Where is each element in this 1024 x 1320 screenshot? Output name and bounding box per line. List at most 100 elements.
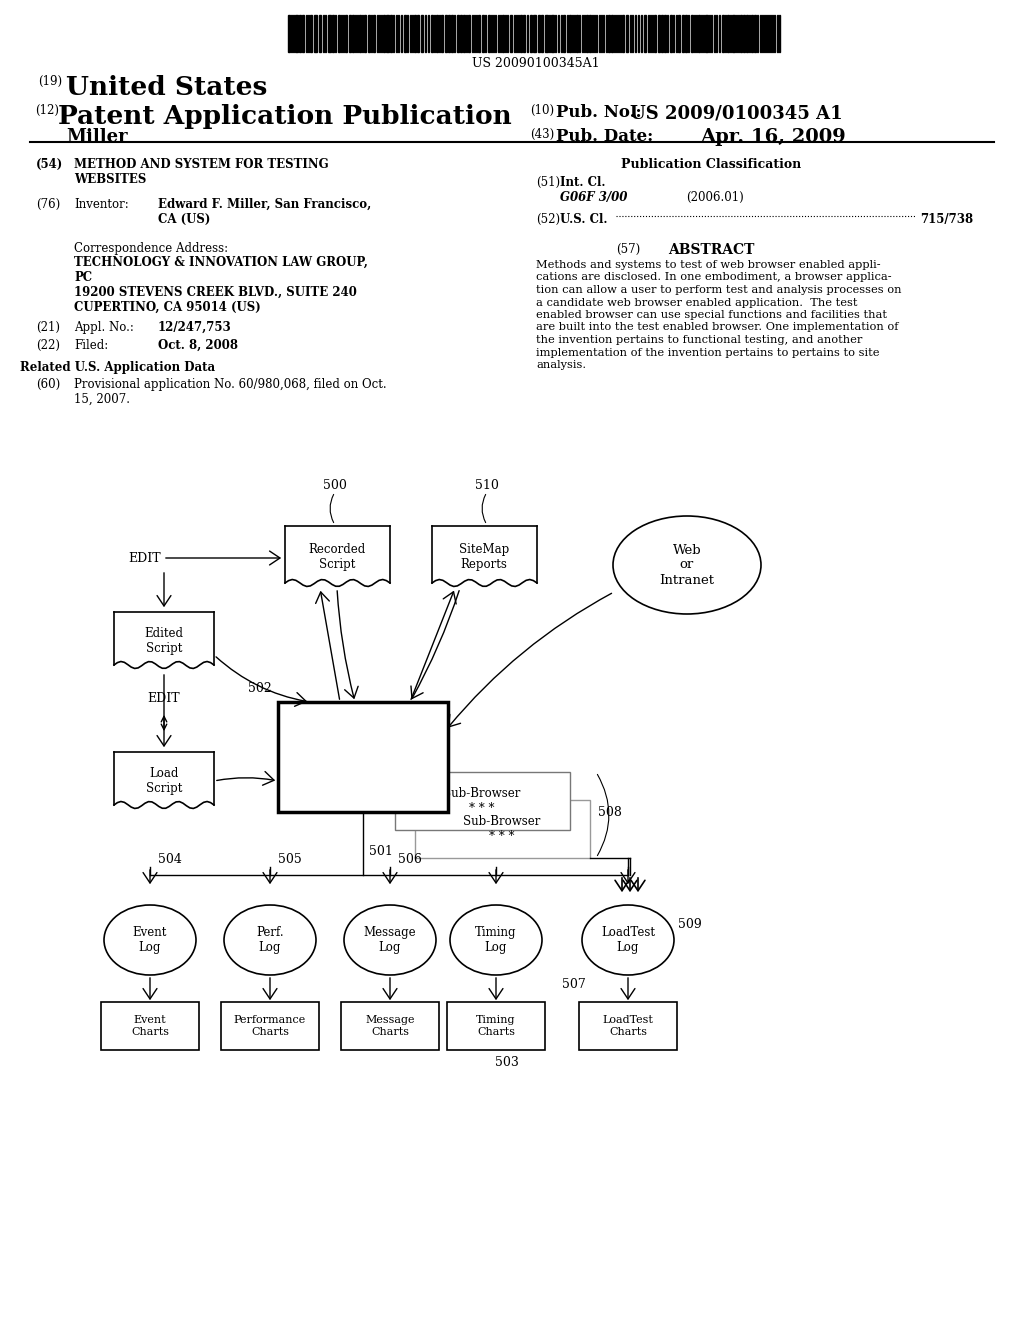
Text: (12): (12) (35, 104, 59, 117)
Text: Pub. No.:: Pub. No.: (556, 104, 642, 121)
Ellipse shape (613, 516, 761, 614)
Text: Message
Charts: Message Charts (366, 1015, 415, 1036)
Bar (678, 15, 680, 51)
Bar (345, 15, 347, 51)
Text: Filed:: Filed: (74, 339, 109, 352)
Text: Edward F. Miller, San Francisco,
CA (US): Edward F. Miller, San Francisco, CA (US) (158, 198, 372, 226)
Text: Event
Log: Event Log (133, 927, 167, 954)
Bar (332, 15, 334, 51)
Bar (658, 15, 660, 51)
Text: (76): (76) (36, 198, 60, 211)
Bar (754, 15, 756, 51)
Bar (417, 15, 419, 51)
Text: Performance
Charts: Performance Charts (233, 1015, 306, 1036)
Bar (691, 15, 693, 51)
Text: ABSTRACT: ABSTRACT (668, 243, 755, 257)
Text: EDIT: EDIT (128, 552, 161, 565)
Bar (732, 15, 735, 51)
Bar (299, 15, 301, 51)
Bar (359, 15, 361, 51)
Bar (221, 1002, 319, 1049)
Text: Patent Application Publication: Patent Application Publication (58, 104, 512, 129)
Bar (563, 15, 565, 51)
Text: Message
Log: Message Log (364, 927, 417, 954)
Bar (314, 15, 317, 51)
Text: 502: 502 (248, 682, 271, 696)
Text: Oct. 8, 2008: Oct. 8, 2008 (158, 339, 238, 352)
Bar (727, 15, 729, 51)
Text: SiteMap
Reports: SiteMap Reports (459, 543, 509, 572)
Text: (19): (19) (38, 75, 62, 88)
Bar (575, 15, 578, 51)
Ellipse shape (224, 906, 316, 975)
Bar (530, 15, 532, 51)
Text: Sub-Browser
* * *: Sub-Browser * * * (463, 814, 541, 843)
Ellipse shape (450, 906, 542, 975)
Text: Apr. 16, 2009: Apr. 16, 2009 (700, 128, 846, 147)
Text: Perf.
Log: Perf. Log (256, 927, 284, 954)
Text: the invention pertains to functional testing, and another: the invention pertains to functional tes… (536, 335, 862, 345)
Bar (644, 15, 646, 51)
Bar (520, 15, 522, 51)
Bar (114, 752, 214, 810)
Bar (373, 15, 375, 51)
Bar (478, 15, 480, 51)
Bar (611, 15, 613, 51)
Bar (523, 15, 525, 51)
Text: US 2009/0100345 A1: US 2009/0100345 A1 (630, 104, 843, 121)
Bar (482, 15, 484, 51)
Bar (404, 15, 406, 51)
Text: Correspondence Address:: Correspondence Address: (74, 242, 228, 255)
Text: 715/738: 715/738 (920, 213, 973, 226)
Bar (608, 15, 610, 51)
Bar (740, 15, 742, 51)
Bar (338, 15, 340, 51)
Bar (328, 15, 331, 51)
Bar (622, 15, 624, 51)
Bar (541, 15, 543, 51)
Bar (432, 525, 537, 587)
Bar (510, 15, 512, 51)
Bar (569, 15, 571, 51)
Text: (60): (60) (36, 378, 60, 391)
Text: (51): (51) (536, 176, 560, 189)
Text: Related U.S. Application Data: Related U.S. Application Data (20, 360, 216, 374)
Text: 503: 503 (495, 1056, 519, 1069)
Bar (278, 702, 449, 812)
Bar (364, 15, 366, 51)
Text: Event
Charts: Event Charts (131, 1015, 169, 1036)
Bar (288, 15, 290, 51)
Text: EDIT: EDIT (147, 692, 180, 705)
Text: (10): (10) (530, 104, 554, 117)
Text: 500: 500 (323, 479, 347, 492)
Bar (722, 15, 724, 51)
Bar (449, 15, 450, 51)
Text: tion can allow a user to perform test and analysis processes on: tion can allow a user to perform test an… (536, 285, 901, 294)
Text: Load
Script: Load Script (145, 767, 182, 795)
Text: (54): (54) (36, 158, 63, 172)
Bar (586, 15, 588, 51)
Ellipse shape (104, 906, 196, 975)
Bar (319, 15, 321, 51)
Text: 504: 504 (158, 853, 182, 866)
Text: Web
or
Intranet: Web or Intranet (659, 544, 715, 586)
Text: cations are disclosed. In one embodiment, a browser applica-: cations are disclosed. In one embodiment… (536, 272, 892, 282)
Bar (545, 15, 548, 51)
Text: a candidate web browser enabled application.  The test: a candidate web browser enabled applicat… (536, 297, 857, 308)
Text: TEST-ENABLED
BROWSER: TEST-ENABLED BROWSER (301, 742, 425, 772)
Text: implementation of the invention pertains to pertains to site: implementation of the invention pertains… (536, 347, 880, 358)
Text: Sub-Browser
* * *: Sub-Browser * * * (443, 787, 520, 814)
Text: (21): (21) (36, 321, 60, 334)
Bar (436, 15, 438, 51)
Bar (310, 15, 312, 51)
Bar (390, 15, 392, 51)
Bar (551, 15, 554, 51)
Bar (421, 15, 423, 51)
Text: enabled browser can use special functions and facilities that: enabled browser can use special function… (536, 310, 887, 319)
Text: (2006.01): (2006.01) (686, 191, 743, 205)
Bar (445, 15, 447, 51)
Text: analysis.: analysis. (536, 360, 586, 370)
Bar (441, 15, 443, 51)
Text: U.S. Cl.: U.S. Cl. (560, 213, 607, 226)
Bar (457, 15, 459, 51)
